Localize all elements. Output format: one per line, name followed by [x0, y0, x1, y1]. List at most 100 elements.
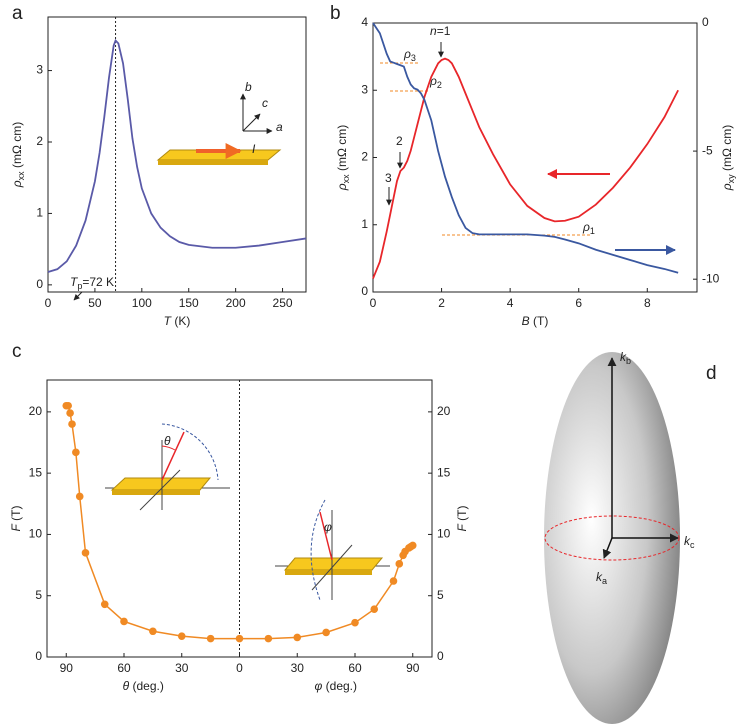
annotation-italic: ρ — [429, 74, 437, 88]
y-axis-label-sub: xx — [16, 171, 26, 181]
y-axis-label-italic: ρ — [335, 183, 349, 191]
y-axis-label-italic: F — [9, 524, 23, 532]
data-point — [351, 618, 359, 627]
x-axis-label-italic: B — [522, 314, 530, 328]
y-tick-label: 5 — [35, 588, 42, 602]
annotation-text: =72 K — [82, 275, 114, 289]
annotation-sub: 1 — [590, 226, 595, 236]
data-point — [68, 420, 76, 428]
y-tick-label: 1 — [361, 217, 368, 231]
inset-label: θ — [164, 434, 171, 448]
decorations — [73, 42, 680, 724]
x-axis-label-italic: θ — [123, 679, 130, 693]
y-axis-label-italic: ρ — [10, 180, 24, 188]
y-axis-label-text: (mΩ cm) — [10, 122, 24, 172]
annotation: 3 — [385, 171, 392, 185]
x-axis-label: B (T) — [522, 314, 549, 328]
y-tick-label: 4 — [361, 15, 368, 29]
data-point — [72, 448, 80, 457]
y-axis-label: ρxx (mΩ cm) — [335, 125, 351, 192]
y2-axis-label-sub: xy — [726, 174, 736, 184]
x-tick-label: 6 — [575, 296, 582, 310]
inset-label: b — [245, 80, 252, 94]
y-tick-label: 2 — [361, 150, 368, 164]
y2-axis-label: F (T) — [455, 505, 469, 531]
axis-label-italic: k — [620, 350, 627, 364]
axis-label-italic: k — [596, 570, 603, 584]
data-point — [100, 600, 109, 609]
annotation-italic: ρ — [403, 47, 411, 61]
data-point — [66, 409, 74, 417]
y-tick-label: 3 — [361, 82, 368, 96]
panel-label: b — [330, 3, 341, 24]
annotation-sub: p — [77, 281, 82, 291]
annotation: 2 — [396, 134, 403, 148]
y2-tick-label: 5 — [437, 588, 444, 602]
data-point — [81, 549, 90, 557]
x-axis-label: θ (deg.) — [123, 679, 164, 693]
data-point — [149, 627, 157, 636]
y2-axis-label-text: (T) — [455, 505, 469, 524]
x-axis-label-italic: φ — [314, 679, 322, 693]
annotation: ρ2 — [429, 74, 442, 90]
x-tick-label: 30 — [175, 661, 189, 675]
data-line — [47, 38, 307, 273]
y-tick-label: 0 — [361, 284, 368, 298]
axis-label-sub: a — [602, 576, 607, 586]
data-point — [206, 634, 215, 643]
annotation: ρ1 — [582, 220, 595, 236]
x-tick-label: 0 — [45, 296, 52, 310]
y2-axis-label: ρxy (mΩ cm) — [720, 125, 736, 192]
x-axis-label-text: (deg.) — [322, 679, 357, 693]
x-axis-label-italic: T — [164, 314, 173, 328]
data-point — [395, 560, 404, 568]
y2-axis-label-italic: ρ — [720, 183, 734, 191]
axis-label: kc — [684, 534, 695, 550]
panel-label: d — [706, 363, 717, 384]
y2-tick-label: 20 — [437, 404, 451, 418]
data-point — [408, 541, 417, 550]
x-tick-label: 100 — [132, 296, 152, 310]
data-point — [389, 577, 398, 585]
annotation: n=1 — [430, 24, 451, 38]
x-tick-label: 150 — [179, 296, 199, 310]
x-tick-label: 2 — [438, 296, 445, 310]
inset-label: φ — [324, 520, 332, 534]
annotation-sub: 2 — [437, 80, 442, 90]
y-axis-label: F (T) — [9, 505, 23, 531]
data-line — [372, 57, 679, 279]
x-tick-label: 4 — [507, 296, 514, 310]
y-tick-label: 15 — [29, 465, 43, 479]
data-point — [370, 605, 379, 613]
inset-label: I — [252, 142, 256, 156]
plot-frame — [47, 16, 307, 293]
data-point — [75, 492, 84, 501]
x-tick-label: 90 — [60, 661, 74, 675]
y-axis-label-text: (mΩ cm) — [335, 125, 349, 175]
inset-label: a — [276, 120, 283, 134]
annotation-italic: ρ — [582, 220, 590, 234]
axis-label: kb — [620, 350, 631, 366]
axis-label-sub: b — [626, 356, 631, 366]
y2-axis-label-italic: F — [455, 524, 469, 532]
x-tick-label: 30 — [291, 661, 305, 675]
axis-label-sub: c — [690, 540, 695, 550]
data-point — [264, 634, 273, 643]
y-axis-label-sub: xx — [341, 174, 351, 184]
data-point — [293, 633, 302, 642]
x-tick-label: 0 — [370, 296, 377, 310]
x-tick-label: 0 — [236, 661, 243, 675]
x-tick-label: 250 — [273, 296, 293, 310]
annotation: Tp=72 K — [70, 275, 114, 291]
y-tick-label: 10 — [29, 527, 43, 541]
panel-label: a — [12, 3, 23, 24]
y2-tick-label: -10 — [702, 271, 720, 285]
y-tick-label: 3 — [36, 63, 43, 77]
data-point — [64, 401, 72, 410]
y2-tick-label: 0 — [437, 649, 444, 663]
x-tick-label: 50 — [88, 296, 102, 310]
data-point — [235, 634, 244, 643]
panel-label: c — [12, 341, 22, 362]
x-axis-label-text: (T) — [530, 314, 549, 328]
